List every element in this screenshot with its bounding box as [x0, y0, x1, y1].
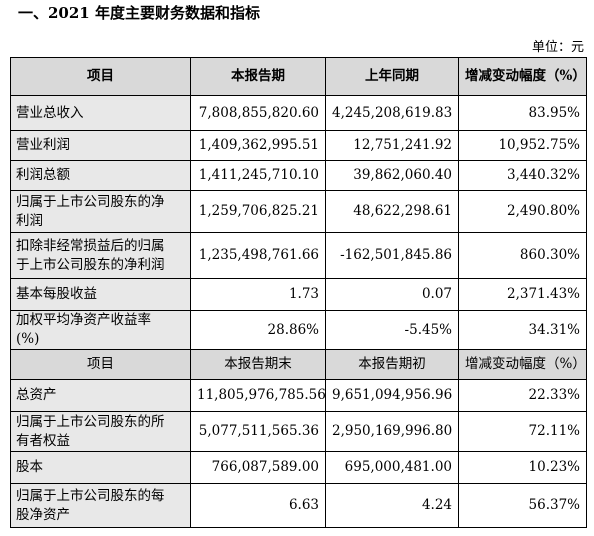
- value-cell: 1,411,245,710.10: [190, 160, 326, 191]
- header-cell: 本报告期末: [190, 349, 326, 380]
- data-row: 利润总额 1,411,245,710.10 39,862,060.40 3,440.3…: [10, 160, 587, 191]
- value-cell: 11,805,976,785.56: [190, 379, 326, 412]
- value-cell: 860.30%: [458, 232, 587, 279]
- header-cell: 本报告期初: [325, 349, 459, 380]
- label-cell: 扣除非经常损益后的归属于上市公司股东的净利润: [10, 232, 191, 279]
- data-row: 归属于上市公司股东的净利润 1,259,706,825.21 48,622,298.…: [10, 190, 587, 233]
- value-cell: 3,440.32%: [458, 160, 587, 191]
- value-cell: 28.86%: [190, 310, 326, 350]
- value-cell: 10.23%: [458, 451, 587, 484]
- value-cell: 12,751,241.92: [325, 130, 459, 161]
- value-cell: 48,622,298.61: [325, 190, 459, 233]
- value-cell: 1,409,362,995.51: [190, 130, 326, 161]
- data-row: 归属于上市公司股东的所有者权益 5,077,511,565.36 2,950,169…: [10, 411, 587, 452]
- label-cell: 总资产: [10, 379, 191, 412]
- data-row: 营业总收入 7,808,855,820.60 4,245,208,619.83 83.…: [10, 95, 587, 131]
- header-cell: 项目: [10, 349, 191, 380]
- header-row: 项目 本报告期 上年同期 增减变动幅度（%）: [10, 57, 587, 96]
- data-row: 营业利润 1,409,362,995.51 12,751,241.92 10,952.…: [10, 130, 587, 161]
- value-cell: 2,371.43%: [458, 278, 587, 311]
- data-row: 股本 766,087,589.00 695,000,481.00 10.23%: [10, 451, 587, 484]
- value-cell: -162,501,845.86: [325, 232, 459, 279]
- header-row: 项目 本报告期末 本报告期初 增减变动幅度（%）: [10, 349, 587, 380]
- unit: 单位：元: [531, 40, 584, 55]
- value-cell: 5,077,511,565.36: [190, 411, 326, 452]
- value-cell: 7,808,855,820.60: [190, 95, 326, 131]
- label-cell: 基本每股收益: [10, 278, 191, 311]
- label-cell: 营业利润: [10, 130, 191, 161]
- title: 一、2021 年度主要财务数据和指标: [18, 4, 260, 22]
- value-cell: 2,490.80%: [458, 190, 587, 233]
- header-cell: 本报告期: [190, 57, 326, 96]
- value-cell: 0.07: [325, 278, 459, 311]
- value-cell: 1,235,498,761.66: [190, 232, 326, 279]
- data-row: 基本每股收益 1.73 0.07 2,371.43%: [10, 278, 587, 311]
- data-row: 加权平均净资产收益率 (%) 28.86% -5.45% 34.31%: [10, 310, 587, 350]
- value-cell: 6.63: [190, 483, 326, 528]
- header-cell: 增减变动幅度（%）: [458, 57, 587, 96]
- data-row: 扣除非经常损益后的归属于上市公司股东的净利润 1,235,498,761.66 -1…: [10, 232, 587, 279]
- value-cell: 695,000,481.00: [325, 451, 459, 484]
- value-cell: 10,952.75%: [458, 130, 587, 161]
- label-cell: 股本: [10, 451, 191, 484]
- finance-table: 项目 本报告期 上年同期 增减变动幅度（%） 营业总收入 7,808,855,820.60…: [10, 57, 587, 528]
- value-cell: 72.11%: [458, 411, 587, 452]
- header-cell: 上年同期: [325, 57, 459, 96]
- label-cell: 营业总收入: [10, 95, 191, 131]
- value-cell: 1,259,706,825.21: [190, 190, 326, 233]
- label-cell: 利润总额: [10, 160, 191, 191]
- header-cell: 项目: [10, 57, 191, 96]
- data-row: 归属于上市公司股东的每股净资产 6.63 4.24 56.37%: [10, 483, 587, 528]
- value-cell: 2,950,169,996.80: [325, 411, 459, 452]
- value-cell: 4.24: [325, 483, 459, 528]
- value-cell: 22.33%: [458, 379, 587, 412]
- value-cell: 56.37%: [458, 483, 587, 528]
- label-cell: 加权平均净资产收益率 (%): [10, 310, 191, 350]
- value-cell: 1.73: [190, 278, 326, 311]
- label-cell: 归属于上市公司股东的所有者权益: [10, 411, 191, 452]
- value-cell: 4,245,208,619.83: [325, 95, 459, 131]
- value-cell: 766,087,589.00: [190, 451, 326, 484]
- value-cell: 39,862,060.40: [325, 160, 459, 191]
- value-cell: 83.95%: [458, 95, 587, 131]
- data-row: 总资产 11,805,976,785.56 9,651,094,956.96 22.3…: [10, 379, 587, 412]
- label-cell: 归属于上市公司股东的净利润: [10, 190, 191, 233]
- value-cell: -5.45%: [325, 310, 459, 350]
- label-cell: 归属于上市公司股东的每股净资产: [10, 483, 191, 528]
- value-cell: 9,651,094,956.96: [325, 379, 459, 412]
- header-cell: 增减变动幅度（%）: [458, 349, 587, 380]
- value-cell: 34.31%: [458, 310, 587, 350]
